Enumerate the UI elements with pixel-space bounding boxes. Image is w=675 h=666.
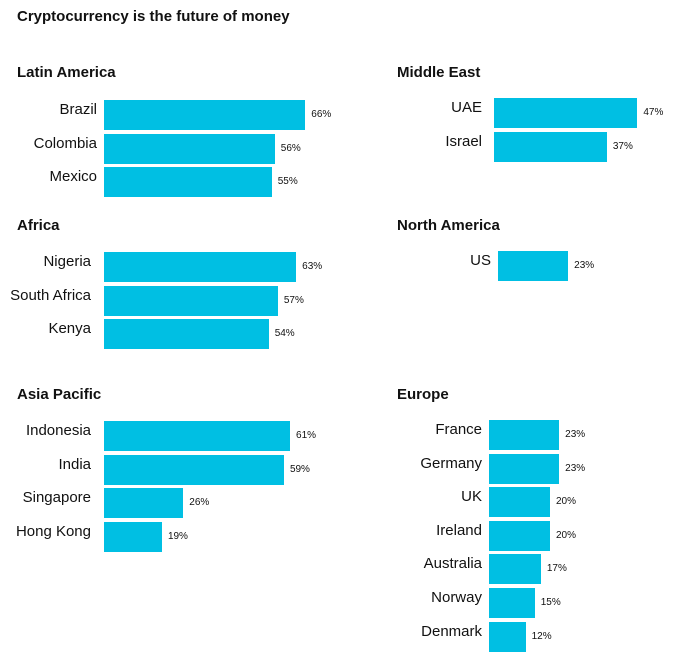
bar-row: Singapore 26% — [17, 488, 337, 518]
value-label: 61% — [296, 430, 317, 441]
category-label: Norway — [431, 589, 482, 606]
value-label: 56% — [280, 142, 301, 154]
value-label: 63% — [302, 261, 323, 272]
value-label: 59% — [289, 463, 310, 475]
value-label: 17% — [546, 563, 567, 575]
value-label: 57% — [283, 294, 304, 306]
category-label: UAE — [451, 99, 482, 116]
category-label: Denmark — [421, 622, 482, 640]
region-title: Latin America — [17, 64, 116, 81]
bar — [104, 252, 297, 282]
category-label: Indonesia — [25, 422, 91, 439]
bar — [104, 133, 275, 164]
bar-row: Australia 17% — [397, 554, 675, 585]
bar-row: Colombia 56% — [17, 133, 337, 164]
region-title: Africa — [17, 217, 60, 234]
bar — [489, 453, 560, 484]
category-label: Australia — [423, 555, 482, 573]
bar — [104, 488, 184, 518]
value-label: 20% — [556, 529, 577, 541]
region-panel: Africa Nigeria 63% South Africa 57% Kenya 54% — [10, 217, 337, 363]
category-label: Colombia — [33, 134, 97, 152]
bar — [104, 319, 269, 349]
bar-row: South Africa 57% — [10, 285, 337, 316]
region-panel: Middle East UAE 47% Israel 37% — [397, 64, 675, 175]
region-panel: North America US 23% — [397, 217, 675, 295]
bar-row: UK 20% — [397, 487, 675, 518]
bar — [494, 98, 638, 128]
bar — [104, 167, 272, 197]
bar-row: Brazil 66% — [17, 100, 337, 130]
category-label: Brazil — [59, 101, 97, 118]
category-label: Hong Kong — [15, 522, 91, 540]
category-label: France — [435, 421, 482, 438]
bar — [489, 588, 535, 618]
category-label: Germany — [420, 454, 482, 472]
category-label: Nigeria — [43, 253, 91, 270]
bar — [489, 487, 550, 518]
value-label: 19% — [167, 530, 188, 542]
bar — [104, 421, 291, 451]
bar-row: Ireland 20% — [397, 520, 675, 551]
value-label: 47% — [643, 107, 664, 118]
value-label: 26% — [189, 497, 210, 508]
region-title: Middle East — [397, 64, 481, 81]
region-title: Europe — [397, 386, 449, 403]
category-label: UK — [461, 488, 482, 506]
bar-row: Kenya 54% — [17, 319, 337, 349]
region-panel: Latin America Brazil 66% Colombia 56% Mexico 5… — [17, 64, 337, 211]
value-label: 12% — [531, 630, 552, 642]
bar — [104, 285, 278, 316]
bar-row: Nigeria 63% — [17, 252, 337, 282]
category-label: Kenya — [48, 320, 91, 337]
bar — [104, 454, 284, 485]
region-panel: Europe France 23% Germany 23% UK 20% Ireland 20%… — [397, 386, 675, 665]
value-label: 23% — [565, 462, 586, 474]
bar-row: Norway 15% — [397, 588, 675, 618]
bar-row: India 59% — [17, 454, 337, 485]
category-label: Singapore — [22, 489, 91, 506]
bar-row: Israel 37% — [397, 131, 675, 162]
bar — [489, 554, 541, 585]
value-label: 15% — [540, 597, 561, 608]
value-label: 54% — [274, 328, 295, 339]
bar — [498, 251, 569, 281]
chart-title: Cryptocurrency is the future of money — [17, 8, 290, 25]
value-label: 66% — [311, 109, 332, 120]
bar — [489, 621, 526, 652]
bar-row: UAE 47% — [397, 98, 675, 128]
category-label: South Africa — [10, 286, 91, 304]
category-label: Ireland — [436, 521, 482, 539]
bar-row: Hong Kong 19% — [16, 521, 337, 552]
value-label: 55% — [277, 176, 298, 187]
value-label: 20% — [556, 496, 577, 508]
value-label: 23% — [565, 429, 586, 440]
bar-row: US 23% — [397, 251, 675, 281]
category-label: US — [470, 252, 491, 269]
bar-row: Mexico 55% — [17, 167, 337, 197]
value-label: 23% — [574, 260, 595, 271]
bar-row: Germany 23% — [397, 453, 675, 484]
bar-row: Denmark 12% — [397, 621, 675, 652]
region-title: North America — [397, 217, 500, 234]
bar — [494, 131, 607, 162]
category-label: Israel — [445, 132, 482, 150]
bar-row: France 23% — [397, 420, 675, 450]
bar — [489, 420, 560, 450]
region-panel: Asia Pacific Indonesia 61% India 59% Singapor… — [16, 386, 337, 565]
bar — [104, 100, 306, 130]
bar-row: Indonesia 61% — [17, 421, 337, 451]
region-title: Asia Pacific — [17, 386, 102, 403]
value-label: 37% — [612, 140, 633, 152]
category-label: India — [58, 455, 91, 473]
category-label: Mexico — [49, 168, 97, 185]
bar — [104, 521, 162, 552]
bar — [489, 520, 550, 551]
